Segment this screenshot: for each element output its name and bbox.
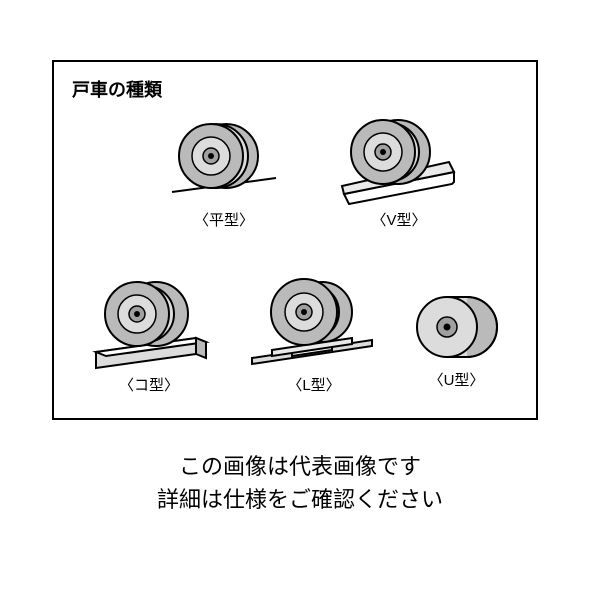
wheel-label-v: 〈V型〉 (334, 209, 464, 230)
wheel-label-flat: 〈平型〉 (164, 209, 284, 230)
wheel-label-u: 〈U型〉 (409, 369, 504, 390)
wheel-ko-icon (84, 272, 214, 372)
footer-line2: 詳細は仕様をご確認ください (157, 487, 443, 512)
diagram-frame: 戸車の種類 〈平型〉 〈V型〉 (52, 60, 538, 420)
wheel-item-ko: 〈コ型〉 (84, 272, 214, 395)
wheel-l-icon (244, 272, 384, 372)
footer-line1: この画像は代表画像です (179, 454, 421, 479)
wheel-item-v: 〈V型〉 (334, 112, 464, 230)
wheel-label-l: 〈L型〉 (244, 374, 384, 395)
wheel-flat-icon (164, 112, 284, 207)
wheel-item-u: 〈U型〉 (409, 287, 504, 390)
wheel-item-l: 〈L型〉 (244, 272, 384, 395)
diagram-title: 戸車の種類 (72, 76, 162, 102)
footer-note: この画像は代表画像です 詳細は仕様をご確認ください (0, 450, 600, 516)
wheel-label-ko: 〈コ型〉 (84, 374, 214, 395)
wheel-u-icon (409, 287, 504, 367)
wheel-v-icon (334, 112, 464, 207)
wheel-item-flat: 〈平型〉 (164, 112, 284, 230)
